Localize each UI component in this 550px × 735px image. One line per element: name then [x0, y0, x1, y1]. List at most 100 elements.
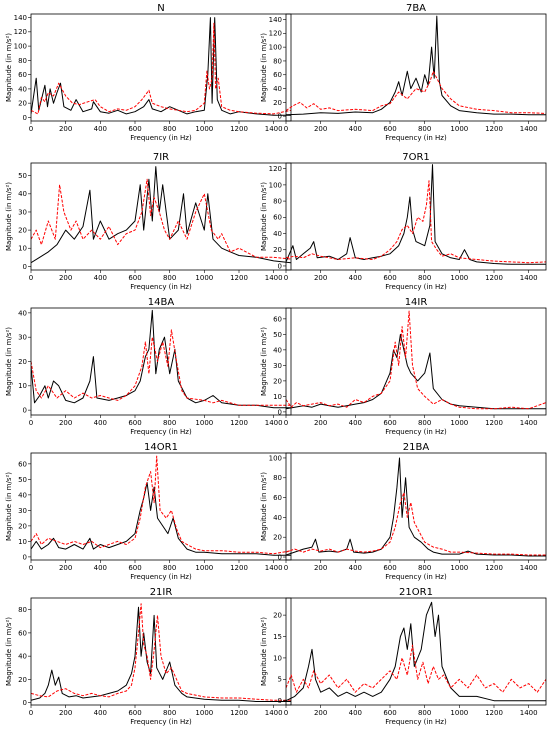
- x-tick-label: 600: [128, 419, 141, 427]
- series-line-2: [31, 455, 291, 555]
- x-tick-label: 200: [59, 274, 72, 282]
- series-line-2: [31, 603, 291, 701]
- x-tick-label: 800: [163, 419, 176, 427]
- x-tick-label: 400: [94, 125, 107, 133]
- x-tick-label: 1400: [520, 709, 538, 717]
- series-line-1: [286, 15, 546, 116]
- x-axis-label: Frequency (in Hz): [130, 428, 192, 436]
- y-tick-label: 0: [23, 699, 27, 707]
- y-tick-label: 20: [18, 676, 27, 684]
- x-tick-label: 0: [284, 709, 288, 717]
- x-tick-label: 0: [284, 125, 288, 133]
- x-tick-label: 1200: [485, 709, 503, 717]
- axes-frame: [30, 307, 292, 416]
- x-tick-label: 600: [383, 274, 396, 282]
- y-tick-label: 40: [18, 309, 27, 317]
- x-tick-label: 1000: [450, 709, 468, 717]
- x-tick-label: 600: [128, 125, 141, 133]
- x-tick-label: 800: [418, 709, 431, 717]
- x-tick-label: 1000: [450, 125, 468, 133]
- subplot-title: 7BA: [406, 3, 426, 14]
- y-axis-label: Magnitude (in m/s²): [260, 327, 268, 396]
- x-tick-label: 800: [163, 709, 176, 717]
- x-tick-label: 1200: [485, 419, 503, 427]
- y-tick-label: 50: [18, 476, 27, 484]
- y-tick-label: 0: [278, 553, 282, 561]
- x-tick-label: 400: [349, 419, 362, 427]
- y-tick-label: 20: [18, 358, 27, 366]
- y-tick-label: 80: [273, 57, 282, 65]
- axes-frame: [30, 162, 292, 271]
- series-line-2: [31, 329, 291, 406]
- x-axis-label: Frequency (in Hz): [385, 283, 447, 291]
- x-tick-label: 200: [59, 419, 72, 427]
- x-axis-label: Frequency (in Hz): [130, 283, 192, 291]
- y-tick-label: 15: [273, 633, 282, 641]
- x-tick-label: 1400: [520, 274, 538, 282]
- x-tick-label: 800: [163, 564, 176, 572]
- x-tick-label: 1000: [195, 709, 213, 717]
- y-tick-label: 140: [14, 14, 27, 22]
- y-tick-label: 40: [273, 85, 282, 93]
- y-tick-label: 100: [14, 43, 27, 51]
- series-line-2: [286, 492, 546, 556]
- y-tick-label: 10: [18, 245, 27, 253]
- y-tick-label: 80: [18, 57, 27, 65]
- y-tick-label: 20: [273, 377, 282, 385]
- x-tick-label: 200: [314, 564, 327, 572]
- x-tick-label: 600: [128, 564, 141, 572]
- y-tick-label: 30: [18, 208, 27, 216]
- y-tick-label: 20: [18, 522, 27, 530]
- x-tick-label: 1400: [265, 709, 283, 717]
- y-tick-label: 60: [273, 214, 282, 222]
- x-tick-label: 1400: [265, 564, 283, 572]
- x-tick-label: 1200: [485, 125, 503, 133]
- y-tick-label: 40: [18, 491, 27, 499]
- x-tick-label: 400: [349, 125, 362, 133]
- x-tick-label: 600: [128, 709, 141, 717]
- x-tick-label: 800: [418, 564, 431, 572]
- axes-frame: [285, 452, 547, 561]
- y-tick-label: 20: [18, 227, 27, 235]
- y-tick-label: 80: [18, 606, 27, 614]
- x-tick-label: 0: [29, 125, 33, 133]
- y-tick-label: 0: [278, 113, 282, 121]
- y-tick-label: 60: [273, 71, 282, 79]
- x-tick-label: 800: [163, 274, 176, 282]
- y-tick-label: 80: [273, 197, 282, 205]
- x-tick-label: 800: [418, 125, 431, 133]
- x-tick-label: 1400: [265, 274, 283, 282]
- y-tick-label: 10: [273, 393, 282, 401]
- axes-frame: [30, 452, 292, 561]
- x-tick-label: 1000: [195, 419, 213, 427]
- y-tick-label: 0: [278, 697, 282, 705]
- y-axis-label: Magnitude (in m/s²): [5, 33, 13, 102]
- series-line-1: [31, 606, 291, 702]
- subplot-title: N: [157, 3, 164, 14]
- x-tick-label: 1200: [485, 564, 503, 572]
- y-tick-label: 60: [18, 71, 27, 79]
- series-line-2: [286, 70, 546, 114]
- series-line-2: [286, 310, 546, 410]
- x-tick-label: 400: [349, 274, 362, 282]
- x-tick-label: 0: [284, 564, 288, 572]
- x-tick-label: 400: [94, 709, 107, 717]
- series-line-1: [31, 482, 291, 556]
- y-axis-label: Magnitude (in m/s²): [260, 472, 268, 541]
- x-tick-label: 1400: [520, 564, 538, 572]
- y-axis-label: Magnitude (in m/s²): [260, 617, 268, 686]
- y-tick-label: 100: [269, 181, 282, 189]
- x-tick-label: 600: [383, 125, 396, 133]
- y-tick-label: 20: [18, 100, 27, 108]
- y-tick-label: 40: [18, 85, 27, 93]
- y-tick-label: 120: [14, 28, 27, 36]
- subplot-title: 7OR1: [402, 152, 430, 163]
- x-tick-label: 0: [29, 564, 33, 572]
- x-tick-label: 1000: [195, 125, 213, 133]
- y-tick-label: 0: [23, 114, 27, 122]
- y-tick-label: 30: [273, 362, 282, 370]
